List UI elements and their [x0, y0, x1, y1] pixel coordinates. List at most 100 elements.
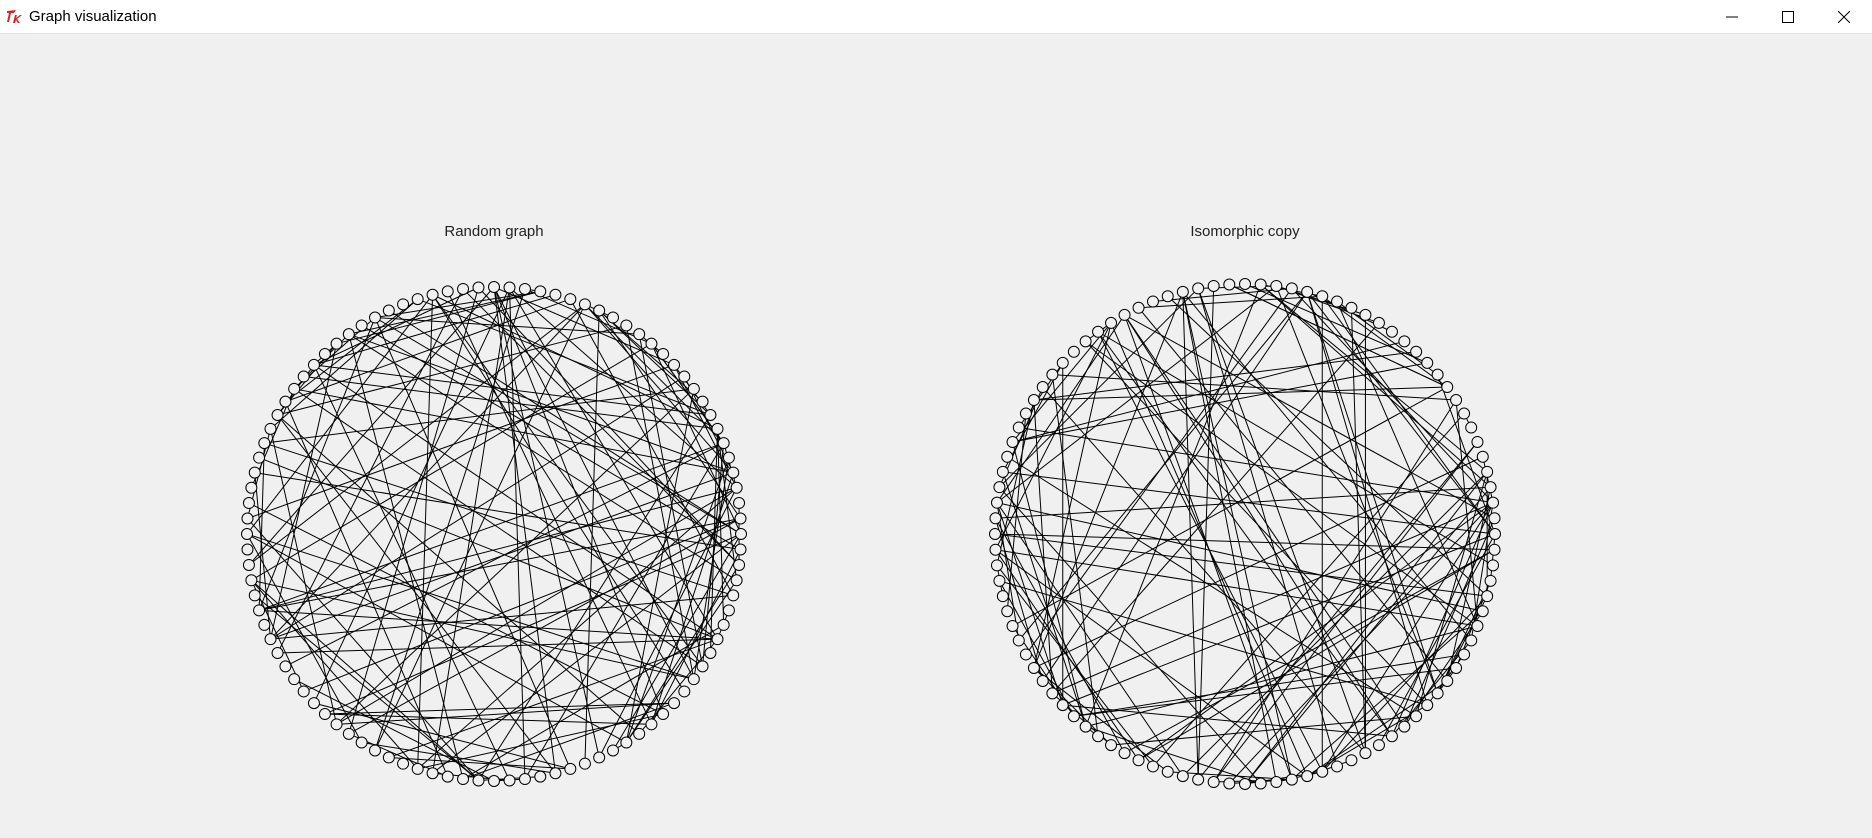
random-graph-node [503, 774, 516, 787]
random-graph-edge [447, 291, 652, 725]
isomorphic-copy-edge [1033, 386, 1448, 401]
isomorphic-copy-edge [1052, 502, 1494, 694]
random-graph-edge [313, 364, 510, 781]
random-graph-edge [254, 595, 479, 781]
random-graph-node [503, 281, 516, 294]
random-graph-node [633, 727, 646, 740]
isomorphic-copy-node [1146, 295, 1159, 308]
random-graph-edge [374, 317, 640, 335]
random-graph-edge [493, 286, 675, 366]
random-graph-node [717, 437, 730, 450]
random-graph-edge [432, 294, 718, 430]
isomorphic-copy-edge [1321, 295, 1496, 535]
random-graph-node [245, 574, 258, 587]
random-graph-node [711, 633, 724, 646]
isomorphic-copy-node [1484, 574, 1497, 587]
random-graph-node [369, 311, 382, 324]
isomorphic-copy-node [1385, 325, 1398, 338]
random-graph-edge [388, 638, 718, 758]
random-graph-edge [432, 294, 703, 667]
random-graph-node [734, 543, 747, 556]
isomorphic-copy-nodes [989, 278, 1501, 790]
random-graph-node [318, 708, 331, 721]
isomorphic-copy-node [1105, 316, 1118, 329]
isomorphic-copy-node [990, 559, 1003, 572]
isomorphic-copy-node [1465, 634, 1478, 647]
isomorphic-copy-edge [1403, 610, 1484, 727]
isomorphic-copy-node [993, 574, 1006, 587]
random-graph-edge [462, 288, 740, 566]
random-graph-node [593, 304, 606, 317]
isomorphic-copy-edge [1073, 653, 1465, 717]
isomorphic-copy-node [1223, 278, 1236, 291]
isomorphic-copy-node [1270, 279, 1283, 292]
random-graph-node [242, 497, 255, 510]
isomorphic-copy-edge [996, 565, 1154, 767]
isomorphic-copy-edge [1012, 340, 1405, 443]
isomorphic-copy-node [1092, 325, 1105, 338]
random-graph-edge [432, 533, 742, 774]
isomorphic-copy-edge [1244, 471, 1488, 785]
isomorphic-copy-edge [1321, 595, 1488, 773]
random-graph-node [330, 718, 343, 731]
isomorphic-copy-node [1239, 778, 1251, 790]
random-graph-edge [246, 294, 433, 535]
random-graph-node [253, 451, 266, 464]
random-graph-edge [650, 343, 742, 535]
random-graph-node [734, 512, 747, 525]
random-graph-edge [388, 756, 571, 770]
isomorphic-copy-node [1105, 739, 1118, 752]
random-graph-edge [258, 442, 724, 611]
random-graph-node [382, 751, 395, 764]
random-graph-node [488, 281, 500, 293]
random-graph-edge [374, 317, 742, 535]
random-graph-node [704, 646, 717, 659]
isomorphic-copy-node [1476, 450, 1489, 463]
isomorphic-copy-node [1471, 620, 1484, 633]
random-graph-edge [258, 457, 718, 640]
isomorphic-copy-node [1254, 777, 1267, 790]
random-graph-node [241, 528, 253, 540]
isomorphic-copy-node [1410, 345, 1423, 358]
random-graph-edge [598, 310, 703, 403]
isomorphic-copy-node [1006, 435, 1019, 448]
random-graph-node [722, 451, 735, 464]
isomorphic-copy-edge [1275, 285, 1439, 694]
title-bar[interactable]: Graph visualization [0, 0, 1872, 34]
isomorphic-copy-edge [1052, 374, 1457, 401]
isomorphic-copy-node [1372, 316, 1385, 329]
isomorphic-copy-edge [1260, 284, 1491, 488]
isomorphic-copy-node [1161, 765, 1174, 778]
isomorphic-copy-node [1012, 421, 1025, 434]
minimize-button[interactable] [1704, 0, 1760, 33]
random-graph-node [241, 543, 254, 556]
maximize-button[interactable] [1760, 0, 1816, 33]
random-graph-edge [584, 310, 600, 764]
close-button[interactable] [1816, 0, 1872, 33]
random-graph-node [645, 718, 658, 731]
random-graph-edge [348, 334, 464, 780]
random-graph-node [696, 395, 709, 408]
isomorphic-copy-edge [1197, 288, 1338, 767]
isomorphic-copy-node [1006, 620, 1019, 633]
random-graph-edge [313, 364, 718, 640]
isomorphic-copy-edge [1306, 680, 1448, 777]
random-graph-node [488, 775, 500, 787]
random-graph-node [457, 282, 470, 295]
isomorphic-copy-node [1132, 754, 1145, 767]
random-graph-node [704, 409, 717, 422]
random-graph-edge [417, 713, 664, 770]
maximize-icon [1782, 10, 1794, 23]
random-graph-edge [248, 502, 664, 715]
isomorphic-copy-edge [1437, 580, 1492, 694]
isomorphic-copy-edge [1415, 471, 1488, 717]
random-graph-edge [361, 325, 741, 550]
random-graph-edge [673, 364, 738, 488]
isomorphic-copy-edge [1012, 362, 1428, 443]
random-graph-edge [462, 702, 675, 780]
isomorphic-copy-edge [1025, 288, 1293, 655]
isomorphic-copy-edge [1490, 533, 1496, 581]
isomorphic-copy-node [1481, 590, 1494, 603]
random-graph-edge [251, 579, 479, 781]
tk-canvas[interactable]: Random graph Isomorphic copy [0, 34, 1872, 838]
